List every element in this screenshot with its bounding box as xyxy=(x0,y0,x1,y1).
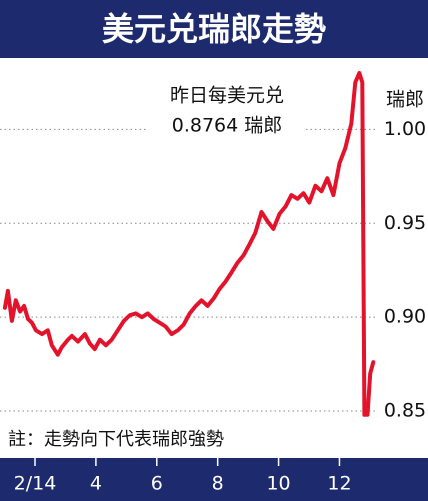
chart-title: 美元兑瑞郎走勢 xyxy=(102,10,326,48)
y-unit: 瑞郎 xyxy=(386,89,424,111)
plot xyxy=(2,71,376,417)
note: 註：走勢向下代表瑞郎強勢 xyxy=(8,429,224,450)
y-tick-label: 0.95 xyxy=(384,212,426,234)
line xyxy=(2,71,376,417)
y-tick-label: 0.90 xyxy=(384,306,426,328)
x-tick-label: 10 xyxy=(266,473,290,495)
y-tick-label: 0.85 xyxy=(384,400,426,422)
annotation: 0.8764 瑞郎 xyxy=(172,115,283,137)
x-tick-label: 8 xyxy=(212,473,224,495)
x-tick-label: 6 xyxy=(151,473,163,495)
annotation: 昨日每美元兑 xyxy=(170,85,284,107)
x-tick-label: 12 xyxy=(327,473,351,495)
annotation-box xyxy=(148,78,306,144)
x-tick-label: 4 xyxy=(90,473,102,495)
title-banner xyxy=(0,0,428,58)
y-tick-label: 1.00 xyxy=(384,118,426,140)
x-tick-label: 2/14 xyxy=(14,473,57,495)
x-axis-bar xyxy=(0,458,428,501)
